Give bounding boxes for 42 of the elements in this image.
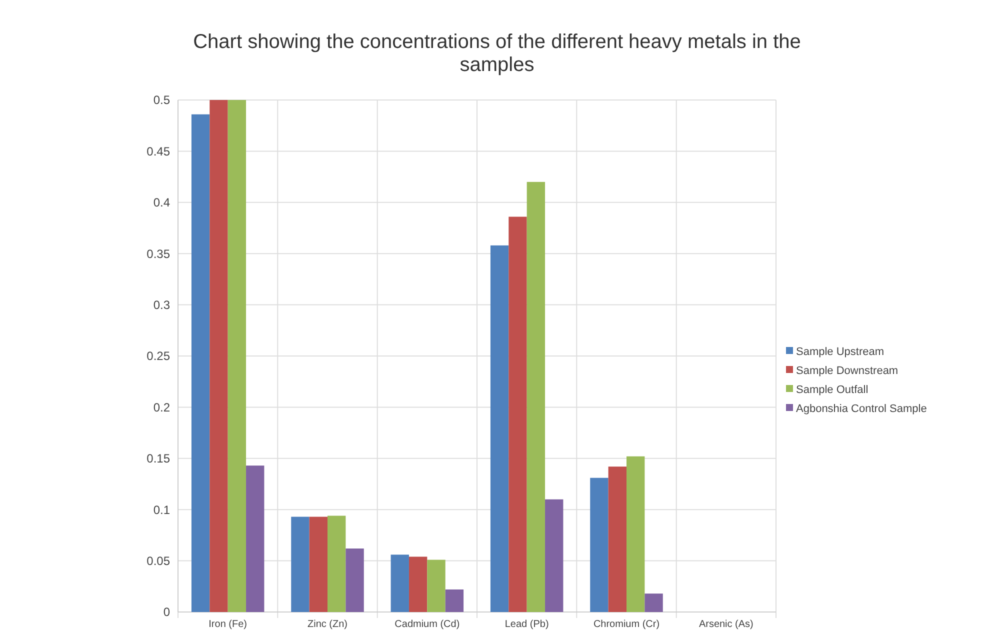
bar — [390, 554, 409, 612]
bar — [626, 456, 645, 612]
y-tick-label: 0.15 — [146, 452, 170, 466]
bar — [210, 100, 228, 612]
legend-label: Agbonshia Control Sample — [796, 402, 927, 415]
y-tick-label: 0.45 — [146, 144, 170, 158]
x-tick-label: Cadmium (Cd) — [394, 619, 460, 630]
bar — [590, 478, 608, 612]
x-tick-label: Arsenic (As) — [698, 619, 754, 630]
bar — [445, 589, 464, 612]
y-tick-label: 0.3 — [153, 298, 170, 312]
bar — [608, 466, 626, 612]
legend-label: Sample Upstream — [796, 346, 884, 358]
chart-title: Chart showing the concentrations of the different heavy metals in the samples — [193, 31, 801, 76]
bar — [328, 516, 346, 612]
x-tick-label: Chromium (Cr) — [593, 619, 660, 630]
y-tick-label: 0 — [163, 605, 170, 620]
bar — [291, 516, 310, 612]
x-tick-label: Iron (Fe) — [208, 619, 248, 630]
y-tick-label: 0.2 — [153, 400, 170, 414]
y-tick-label: 0.5 — [153, 93, 170, 108]
x-tick-label: Zinc (Zn) — [308, 619, 348, 630]
bar — [644, 594, 663, 612]
y-tick-label: 0.1 — [153, 502, 170, 517]
y-tick-label: 0.4 — [153, 196, 170, 210]
x-tick-label: Lead (Pb) — [504, 619, 549, 630]
bar — [490, 245, 509, 612]
bar — [526, 182, 546, 612]
bar — [408, 556, 428, 612]
bar — [191, 114, 210, 612]
bar — [545, 499, 564, 612]
bar — [427, 560, 446, 612]
bar — [508, 216, 527, 612]
bar — [246, 466, 264, 612]
bar — [346, 548, 364, 612]
y-tick-label: 0.25 — [146, 349, 170, 364]
legend-label: Sample Outfall — [796, 384, 868, 396]
legend-label: Sample Downstream — [796, 364, 898, 377]
bar — [228, 100, 246, 612]
bar — [309, 516, 328, 612]
y-tick-label: 0.05 — [146, 554, 170, 568]
y-tick-label: 0.35 — [146, 246, 170, 261]
